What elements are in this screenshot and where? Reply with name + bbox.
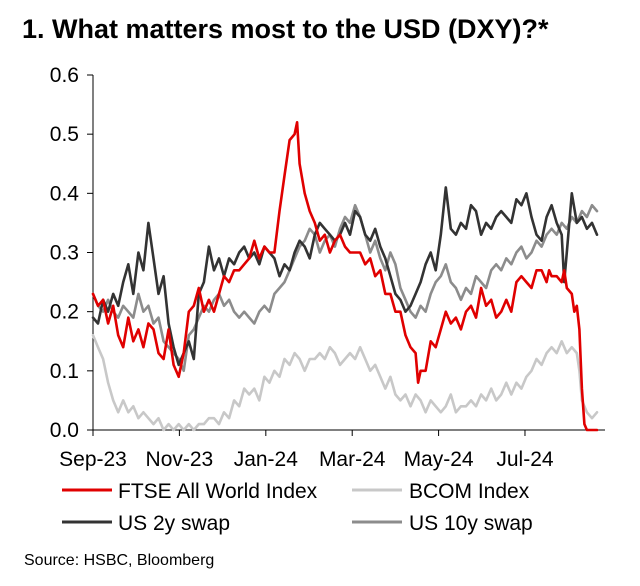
series-line-us2y [91,186,599,367]
legend-item-us10y: US 10y swap [352,512,533,535]
y-tick-label: 0.0 [50,419,79,442]
x-tick-label: May-24 [404,448,474,471]
y-tick-label: 0.6 [50,64,79,87]
legend-item-ftse: FTSE All World Index [62,480,318,503]
series-line-bcom [91,334,599,432]
x-ticks: Sep-23 Nov-23 Jan-24 Mar-24 May-24 Jul-24 [59,430,554,471]
source-note: Source: HSBC, Bloomberg [24,552,215,569]
series-lines [91,121,599,432]
x-tick-label: Jul-24 [496,448,554,471]
x-tick-label: Jan-24 [234,448,299,471]
legend-item-us2y: US 2y swap [62,512,230,535]
series-line-us10y [91,203,599,373]
y-tick-label: 0.4 [50,182,80,205]
x-tick-label: Mar-24 [319,448,386,471]
legend-label-bcom: BCOM Index [409,480,530,503]
legend-label-ftse: FTSE All World Index [118,480,318,503]
y-tick-label: 0.3 [50,242,79,265]
legend-label-us2y: US 2y swap [118,512,230,535]
legend: FTSE All World Index BCOM Index US 2y sw… [62,480,533,535]
y-tick-label: 0.1 [50,360,79,383]
series-line-ftse [91,121,599,432]
y-tick-label: 0.5 [50,123,79,146]
legend-label-us10y: US 10y swap [409,512,533,535]
x-tick-label: Nov-23 [146,448,214,471]
legend-item-bcom: BCOM Index [352,480,530,503]
x-tick-label: Sep-23 [59,448,127,471]
y-ticks: 0.0 0.1 0.2 0.3 0.4 0.5 0.6 [50,64,93,442]
chart-title: 1. What matters most to the USD (DXY)?* [22,14,549,44]
y-tick-label: 0.2 [50,301,79,324]
